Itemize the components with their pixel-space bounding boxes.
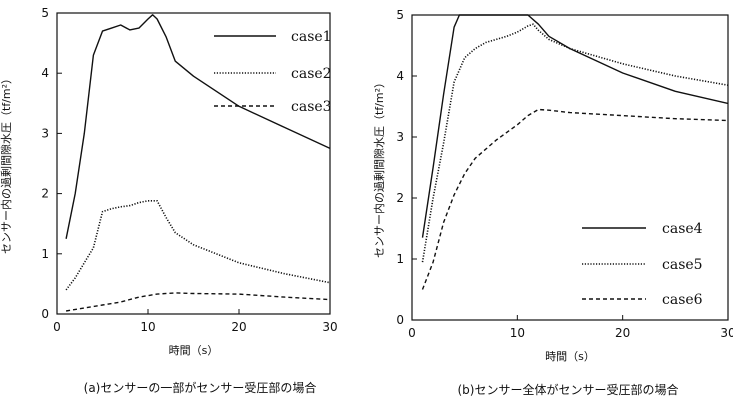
series-line-case6 — [421, 108, 728, 290]
series-line-case3 — [65, 292, 330, 312]
y-tick-label: 4 — [396, 69, 404, 83]
x-tick-label: 10 — [140, 320, 155, 334]
legend-label-case3: case3 — [291, 99, 332, 115]
y-tick-label: 3 — [396, 130, 404, 144]
series-group — [65, 14, 330, 312]
y-tick-label: 5 — [396, 8, 404, 22]
y-tick-label: 3 — [41, 126, 49, 140]
chart-caption: (a)センサーの一部がセンサー受圧部の場合 — [84, 380, 317, 395]
x-tick-label: 20 — [615, 326, 630, 340]
y-tick-label: 0 — [41, 307, 49, 321]
legend-label-case2: case2 — [291, 66, 332, 82]
y-axis-label: センサー内の過剰間隙水圧（tf/m²） — [0, 73, 13, 254]
y-tick-label: 0 — [396, 313, 404, 327]
series-group — [421, 14, 728, 290]
chart-panel-1: 0 10 20 30 0 1 2 3 4 5 時間（s） センサー内の過剰間隙水圧（tf/m²） cas… — [0, 6, 338, 395]
x-tick-label: 10 — [510, 326, 525, 340]
y-tick-label: 2 — [41, 187, 49, 201]
legend-label-case4: case4 — [662, 221, 703, 237]
x-tick-label: 30 — [322, 320, 337, 334]
x-axis-label: 時間（s） — [545, 350, 595, 363]
series-line-case4 — [421, 14, 728, 238]
series-line-case2 — [65, 200, 330, 291]
chart-caption: (b)センサー全体がセンサー受圧部の場合 — [458, 382, 679, 397]
y-tick-label: 1 — [41, 247, 49, 261]
y-tick-label: 5 — [41, 6, 49, 20]
legend-label-case1: case1 — [291, 29, 332, 45]
series-line-case1 — [65, 14, 330, 239]
legend-label-case5: case5 — [662, 257, 703, 273]
x-tick-label: 30 — [720, 326, 733, 340]
y-tick-label: 2 — [396, 191, 404, 205]
x-tick-label: 0 — [53, 320, 61, 334]
y-axis-label: センサー内の過剰間隙水圧（tf/m²） — [372, 77, 386, 258]
y-tick-label: 4 — [41, 66, 49, 80]
x-tick-label: 20 — [231, 320, 246, 334]
plot-frame — [411, 14, 729, 321]
chart-panel-2: 0 10 20 30 0 1 2 3 4 5 時間（s） センサー内の過剰間隙水圧（tf/m²） cas… — [372, 8, 733, 397]
plot-frame — [56, 12, 331, 315]
x-axis-label: 時間（s） — [169, 344, 219, 357]
y-tick-label: 1 — [396, 252, 404, 266]
x-tick-label: 0 — [408, 326, 416, 340]
legend-label-case6: case6 — [662, 292, 703, 308]
